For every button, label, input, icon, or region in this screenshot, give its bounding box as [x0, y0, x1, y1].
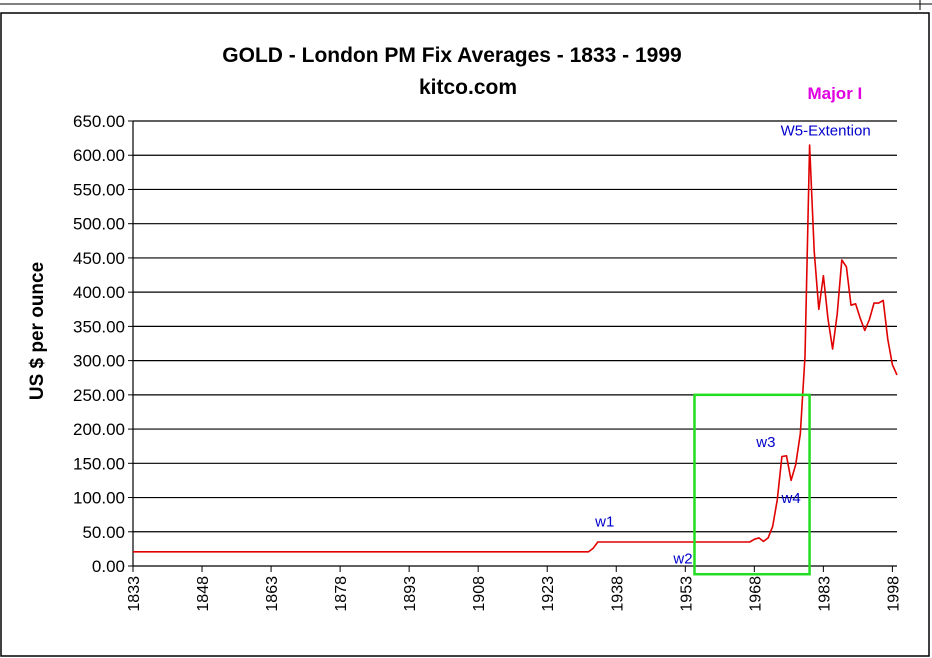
chart-title: GOLD - London PM Fix Averages - 1833 - 1… — [222, 44, 681, 67]
plot-marks — [133, 144, 898, 576]
y-tick-label: 550.00 — [73, 180, 125, 199]
annotation-label: W5-Extention — [781, 122, 871, 139]
y-tick-label: 300.00 — [73, 352, 125, 371]
y-axis-label: US $ per ounce — [27, 262, 48, 400]
x-tick-label: 1863 — [264, 576, 281, 612]
x-tick-label: 1968 — [747, 576, 764, 612]
x-tick-label: 1893 — [402, 576, 419, 612]
y-tick-label: 100.00 — [73, 489, 125, 508]
y-tick-label: 500.00 — [73, 215, 125, 234]
y-tick-label: 150.00 — [73, 454, 125, 473]
x-tick-label: 1938 — [609, 576, 626, 612]
chart-subtitle: kitco.com — [419, 76, 517, 99]
y-tick-label: 400.00 — [73, 283, 125, 302]
x-tick-label: 1953 — [678, 576, 695, 612]
annotation-label: w4 — [781, 490, 801, 507]
x-tick-label: 1848 — [195, 576, 212, 612]
y-tick-labels: 0.00 50.00 100.00 150.00 200.00 250.00 300.00 3… — [73, 112, 125, 576]
y-tick-label: 650.00 — [73, 112, 125, 131]
x-tick-label: 1833 — [126, 576, 143, 612]
y-tick-label: 200.00 — [73, 420, 125, 439]
x-tick-label: 1983 — [816, 576, 833, 612]
y-tick-label: 250.00 — [73, 386, 125, 405]
y-tick-label: 50.00 — [82, 523, 125, 542]
y-tick-label: 350.00 — [73, 317, 125, 336]
x-tick-label: 1998 — [885, 576, 902, 612]
y-tick-label: 0.00 — [92, 557, 125, 576]
x-tick-label: 1908 — [471, 576, 488, 612]
highlight-box — [693, 393, 811, 576]
x-tick-labels: 1833 1848 1863 1878 1893 1908 1923 1938 1953 1968… — [126, 576, 902, 612]
annotations: Major I W5-Extention w1 w2 w3 w4 — [594, 84, 871, 567]
x-tick-label: 1878 — [333, 576, 350, 612]
annotation-label: w1 — [594, 513, 614, 530]
annotation-label: w2 — [672, 550, 692, 567]
annotation-label: Major I — [807, 84, 862, 103]
chart-frame — [0, 12, 930, 657]
annotation-label: w3 — [755, 434, 775, 451]
y-tick-label: 450.00 — [73, 249, 125, 268]
y-tick-label: 600.00 — [73, 146, 125, 165]
series-line — [133, 144, 898, 553]
x-tick-label: 1923 — [540, 576, 557, 612]
